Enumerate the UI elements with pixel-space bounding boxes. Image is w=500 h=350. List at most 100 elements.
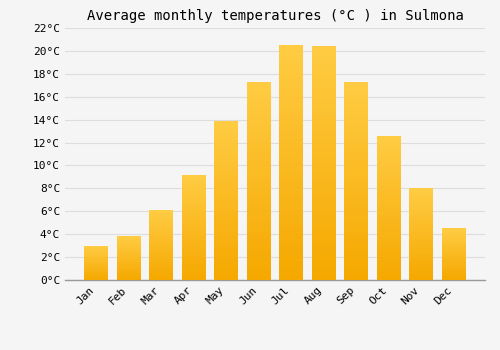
Bar bbox=[246, 141, 271, 145]
Bar bbox=[312, 173, 336, 177]
Bar bbox=[442, 261, 466, 262]
Bar bbox=[312, 252, 336, 257]
Bar bbox=[84, 275, 108, 276]
Bar bbox=[376, 240, 401, 243]
Bar bbox=[214, 184, 238, 188]
Bar bbox=[246, 212, 271, 217]
Bar bbox=[84, 253, 108, 254]
Bar bbox=[409, 243, 434, 245]
Bar bbox=[312, 257, 336, 261]
Bar bbox=[149, 267, 174, 269]
Bar bbox=[279, 167, 303, 172]
Bar bbox=[214, 204, 238, 207]
Bar bbox=[442, 265, 466, 266]
Bar bbox=[279, 275, 303, 280]
Bar bbox=[182, 198, 206, 200]
Bar bbox=[149, 234, 174, 235]
Bar bbox=[312, 191, 336, 196]
Bar bbox=[376, 271, 401, 274]
Bar bbox=[312, 201, 336, 205]
Bar bbox=[246, 98, 271, 101]
Bar bbox=[442, 278, 466, 279]
Bar bbox=[409, 274, 434, 277]
Bar bbox=[246, 240, 271, 244]
Bar bbox=[279, 144, 303, 148]
Bar bbox=[84, 254, 108, 255]
Bar bbox=[376, 222, 401, 225]
Bar bbox=[409, 221, 434, 223]
Bar bbox=[214, 210, 238, 213]
Bar bbox=[214, 137, 238, 140]
Bar bbox=[182, 191, 206, 194]
Bar bbox=[409, 265, 434, 267]
Bar bbox=[116, 276, 141, 278]
Bar bbox=[409, 205, 434, 207]
Bar bbox=[84, 267, 108, 268]
Bar bbox=[409, 236, 434, 238]
Bar bbox=[376, 176, 401, 179]
Bar bbox=[214, 130, 238, 133]
Bar bbox=[279, 228, 303, 233]
Bar bbox=[182, 183, 206, 185]
Bar bbox=[116, 265, 141, 266]
Bar bbox=[182, 272, 206, 274]
Bar bbox=[182, 206, 206, 208]
Bar bbox=[376, 159, 401, 162]
Bar bbox=[214, 245, 238, 248]
Bar bbox=[116, 270, 141, 271]
Bar bbox=[279, 78, 303, 83]
Bar bbox=[214, 133, 238, 137]
Bar bbox=[182, 194, 206, 196]
Bar bbox=[279, 177, 303, 181]
Bar bbox=[442, 254, 466, 255]
Bar bbox=[182, 227, 206, 229]
Bar bbox=[246, 161, 271, 165]
Bar bbox=[246, 244, 271, 248]
Bar bbox=[279, 252, 303, 257]
Bar bbox=[376, 196, 401, 199]
Bar bbox=[442, 270, 466, 271]
Bar bbox=[279, 261, 303, 266]
Bar bbox=[344, 244, 368, 248]
Bar bbox=[442, 259, 466, 260]
Bar bbox=[246, 130, 271, 133]
Bar bbox=[409, 269, 434, 271]
Bar bbox=[409, 216, 434, 218]
Bar bbox=[344, 217, 368, 220]
Bar bbox=[279, 102, 303, 106]
Bar bbox=[312, 107, 336, 112]
Bar bbox=[149, 253, 174, 255]
Bar bbox=[376, 156, 401, 159]
Bar bbox=[84, 265, 108, 266]
Bar bbox=[279, 243, 303, 247]
Bar bbox=[442, 258, 466, 259]
Bar bbox=[246, 197, 271, 201]
Bar bbox=[182, 215, 206, 217]
Bar bbox=[376, 139, 401, 141]
Bar bbox=[214, 178, 238, 181]
Bar bbox=[442, 231, 466, 232]
Bar bbox=[182, 229, 206, 231]
Bar bbox=[442, 234, 466, 236]
Bar bbox=[214, 127, 238, 130]
Bar bbox=[246, 248, 271, 252]
Bar bbox=[279, 88, 303, 92]
Bar bbox=[376, 141, 401, 144]
Bar bbox=[84, 264, 108, 265]
Bar bbox=[182, 251, 206, 253]
Bar bbox=[312, 275, 336, 280]
Bar bbox=[409, 207, 434, 209]
Bar bbox=[376, 190, 401, 194]
Bar bbox=[149, 241, 174, 242]
Bar bbox=[312, 117, 336, 121]
Bar bbox=[149, 237, 174, 238]
Bar bbox=[279, 74, 303, 78]
Bar bbox=[149, 225, 174, 227]
Bar bbox=[116, 254, 141, 255]
Bar bbox=[246, 165, 271, 169]
Bar bbox=[409, 210, 434, 212]
Bar bbox=[376, 225, 401, 228]
Bar bbox=[279, 92, 303, 97]
Bar bbox=[182, 267, 206, 270]
Bar bbox=[246, 217, 271, 220]
